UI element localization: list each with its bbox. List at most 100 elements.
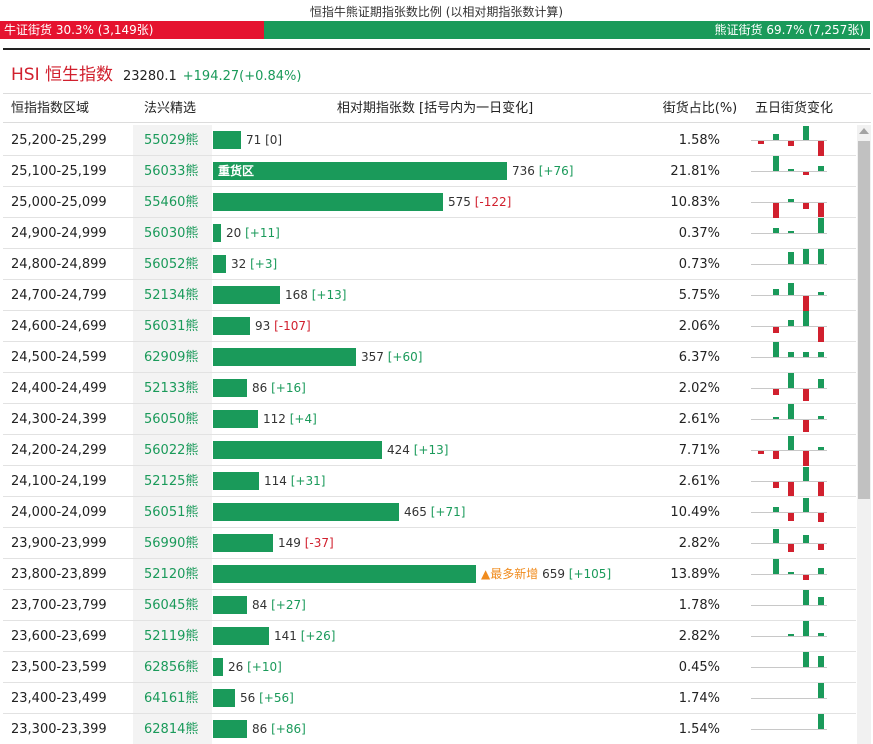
count-cell: ▲最多新增 659 [+105] [213,559,657,589]
cbbc-code-link[interactable]: 52134熊 [133,280,212,310]
five-day-sparkline [748,497,830,527]
count-text: 465 [+71] [404,497,465,528]
sparkline-bar [803,420,809,432]
sparkline-bar [818,292,824,295]
sparkline-bar [818,249,824,264]
cbbc-code-link[interactable]: 56033熊 [133,156,212,186]
table-row[interactable]: 23,400-23,499 64161熊 56 [+56] 1.74% [3,683,856,714]
table-row[interactable]: 23,500-23,599 62856熊 26 [+10] 0.45% [3,652,856,683]
table-row[interactable]: 24,700-24,799 52134熊 168 [+13] 5.75% [3,280,856,311]
cbbc-code-link[interactable]: 62856熊 [133,652,212,682]
data-table-body: 25,200-25,299 55029熊 71 [0] 1.58% 25,100-25,… [3,125,856,744]
sparkline-bar [818,568,824,574]
count-bar [213,472,259,490]
count-bar [213,131,241,149]
table-row[interactable]: 24,000-24,099 56051熊 465 [+71] 10.49% [3,497,856,528]
cbbc-code-link[interactable]: 52133熊 [133,373,212,403]
five-day-sparkline [748,249,830,279]
sparkline-bar [773,342,779,357]
cbbc-code-link[interactable]: 55460熊 [133,187,212,217]
column-header-five-day: 五日街货变化 [755,101,834,116]
count-text: 84 [+27] [252,590,306,621]
scroll-up-arrow-icon[interactable] [859,128,869,134]
cbbc-code-link[interactable]: 56050熊 [133,404,212,434]
sparkline-bar [788,404,794,419]
table-row[interactable]: 24,600-24,699 56031熊 93 [-107] 2.06% [3,311,856,342]
sparkline-baseline [751,481,827,482]
table-row[interactable]: 23,900-23,999 56990熊 149 [-37] 2.82% [3,528,856,559]
sparkline-baseline [751,388,827,389]
range-cell: 23,400-23,499 [11,691,107,706]
sparkline-bar [818,482,824,496]
table-row[interactable]: 23,800-23,899 52120熊 ▲最多新增 659 [+105] 13.89… [3,559,856,590]
count-value: 424 [387,443,410,457]
table-row[interactable]: 23,300-23,399 62814熊 86 [+86] 1.54% [3,714,856,744]
table-row[interactable]: 24,100-24,199 52125熊 114 [+31] 2.61% [3,466,856,497]
table-row[interactable]: 24,500-24,599 62909熊 357 [+60] 6.37% [3,342,856,373]
daily-change: [-122] [474,195,512,209]
cbbc-code-link[interactable]: 56030熊 [133,218,212,248]
table-row[interactable]: 24,200-24,299 56022熊 424 [+13] 7.71% [3,435,856,466]
share-cell: 1.58% [678,133,720,148]
cbbc-code-link[interactable]: 56052熊 [133,249,212,279]
table-row[interactable]: 24,300-24,399 56050熊 112 [+4] 2.61% [3,404,856,435]
table-row[interactable]: 24,900-24,999 56030熊 20 [+11] 0.37% [3,218,856,249]
count-bar [213,720,247,738]
cbbc-code-link[interactable]: 62909熊 [133,342,212,372]
column-header-cbbc: 法兴精选 [144,101,197,116]
count-bar [213,255,226,273]
table-row[interactable]: 25,200-25,299 55029熊 71 [0] 1.58% [3,125,856,156]
count-text: 86 [+86] [252,714,306,744]
table-row[interactable]: 24,800-24,899 56052熊 32 [+3] 0.73% [3,249,856,280]
sparkline-bar [803,311,809,326]
cbbc-code-link[interactable]: 56990熊 [133,528,212,558]
table-row[interactable]: 24,400-24,499 52133熊 86 [+16] 2.02% [3,373,856,404]
sparkline-baseline [751,326,827,327]
count-cell: 141 [+26] [213,621,657,651]
count-text: 149 [-37] [278,528,334,559]
sparkline-bar [818,597,824,605]
cbbc-code-link[interactable]: 56031熊 [133,311,212,341]
cbbc-code-link[interactable]: 56045熊 [133,590,212,620]
count-cell: 84 [+27] [213,590,657,620]
count-cell: 424 [+13] [213,435,657,465]
daily-change: [+13] [413,443,449,457]
cbbc-code-link[interactable]: 56051熊 [133,497,212,527]
sparkline-bar [773,451,779,459]
sparkline-bar [773,389,779,395]
share-cell: 2.61% [678,474,720,489]
cbbc-code-link[interactable]: 52120熊 [133,559,212,589]
table-row[interactable]: 25,000-25,099 55460熊 575 [-122] 10.83% [3,187,856,218]
sparkline-bar [803,389,809,401]
cbbc-code-link[interactable]: 56022熊 [133,435,212,465]
sparkline-baseline [751,357,827,358]
sparkline-bar [773,327,779,333]
cbbc-code-link[interactable]: 52119熊 [133,621,212,651]
five-day-sparkline [748,652,830,682]
count-text: 32 [+3] [231,249,277,280]
table-row[interactable]: 23,600-23,699 52119熊 141 [+26] 2.82% [3,621,856,652]
range-cell: 24,200-24,299 [11,443,107,458]
sparkline-bar [803,172,809,175]
cbbc-code-link[interactable]: 62814熊 [133,714,212,744]
count-bar [213,565,476,583]
count-cell: 重货区 736 [+76] [213,156,657,186]
table-row[interactable]: 23,700-23,799 56045熊 84 [+27] 1.78% [3,590,856,621]
cbbc-code-link[interactable]: 55029熊 [133,125,212,155]
share-cell: 2.82% [678,536,720,551]
count-text: 141 [+26] [274,621,335,652]
sparkline-baseline [751,729,827,730]
five-day-sparkline [748,187,830,218]
count-bar [213,410,258,428]
table-row[interactable]: 25,100-25,199 56033熊 重货区 736 [+76] 21.81% [3,156,856,187]
sparkline-bar [773,203,779,218]
sparkline-baseline [751,512,827,513]
vertical-scrollbar[interactable] [857,125,871,744]
cbbc-code-link[interactable]: 64161熊 [133,683,212,713]
cbbc-code-link[interactable]: 52125熊 [133,466,212,496]
daily-change: [+11] [245,226,280,240]
scrollbar-thumb[interactable] [858,141,870,499]
sparkline-bar [803,352,809,357]
count-bar [213,379,247,397]
sparkline-bar [773,417,779,419]
